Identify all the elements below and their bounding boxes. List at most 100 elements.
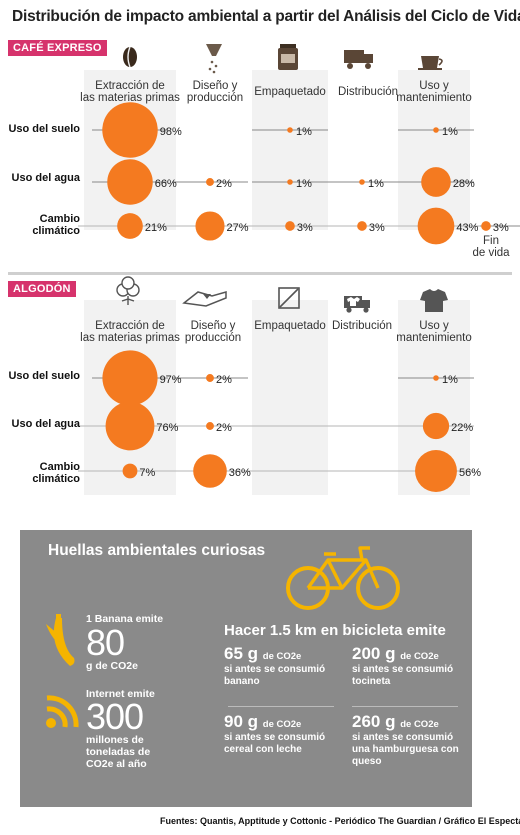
value-label: 28% xyxy=(453,178,475,190)
value-label: 22% xyxy=(451,422,473,434)
bubble-2-3 xyxy=(357,221,367,231)
package-box-icon xyxy=(278,287,300,309)
value-label: 3% xyxy=(369,222,385,234)
col-bg xyxy=(252,70,328,230)
value-label: 97% xyxy=(160,374,182,386)
page-title: Distribución de impacto ambiental a part… xyxy=(12,8,520,25)
value-label: 43% xyxy=(456,222,478,234)
value-label: 1% xyxy=(442,374,458,386)
bubble-2-0 xyxy=(117,213,143,239)
bubble-2-2 xyxy=(285,221,295,231)
value-label: 21% xyxy=(145,222,167,234)
bubble-1-0 xyxy=(105,401,155,451)
col-label-uso: Uso y mantenimiento xyxy=(396,320,472,344)
bubble-0-4 xyxy=(433,375,439,381)
value-label: 76% xyxy=(156,422,178,434)
section-tag-cafe: CAFÉ EXPRESO xyxy=(8,40,107,56)
truck-shirt-icon xyxy=(344,296,370,313)
col-label-distribucion: Distribución xyxy=(331,320,393,332)
internet-line-2: toneladas de xyxy=(86,746,151,758)
footprint-card-banano: 65 g de CO2e si antes se consumió banano xyxy=(224,644,326,687)
bubble-0-4 xyxy=(433,127,439,133)
card-divider xyxy=(352,706,458,707)
bubble-2-0 xyxy=(122,463,138,479)
col-label-empaquetado: Empaquetado xyxy=(254,320,326,332)
coffee-jar-icon xyxy=(278,44,298,70)
row-label-uso-del-suelo: Uso del suelo xyxy=(8,370,80,382)
coffee-cup-icon xyxy=(418,56,443,70)
bubble-2-1 xyxy=(195,211,225,241)
folded-shirt-icon xyxy=(182,291,227,307)
row-label-uso-del-agua: Uso del agua xyxy=(11,418,80,430)
internet-line-1: millones de xyxy=(86,734,144,746)
internet-number: 300 xyxy=(86,696,144,737)
bubble-1-4 xyxy=(421,167,451,197)
col-label-extraccion: Extracción de las materias primas xyxy=(80,320,180,344)
value-label: 1% xyxy=(442,126,458,138)
footprint-card-hamburguesa: 260 g de CO2e si antes se consumió una h… xyxy=(352,712,459,767)
row-label-uso-del-suelo: Uso del suelo xyxy=(8,123,80,135)
bubble-0-2 xyxy=(287,127,293,133)
bubble-2-4 xyxy=(417,207,455,245)
row-label-cambio-climatico: Cambio climático xyxy=(32,213,80,237)
col-label-diseno: Diseño y producción xyxy=(184,320,242,344)
delivery-truck-icon xyxy=(344,50,373,69)
bubble-1-1 xyxy=(206,178,214,186)
value-label: 7% xyxy=(139,467,155,479)
chart-algodon: 97% 2% 1% 76% 2% 22% 7% 36% 56% xyxy=(78,276,481,495)
value-label: 1% xyxy=(368,178,384,190)
curious-footprints-panel xyxy=(20,530,472,807)
section-tag-algodon: ALGODÓN xyxy=(8,281,76,297)
tshirt-icon xyxy=(420,289,448,312)
bubble-2-1 xyxy=(193,454,227,488)
value-label: 56% xyxy=(459,467,481,479)
bicycle-icon xyxy=(286,546,400,610)
value-label: 98% xyxy=(160,126,182,138)
row-label-uso-del-agua: Uso del agua xyxy=(11,172,80,184)
col-label-extraccion: Extracción de las materias primas xyxy=(80,80,180,104)
col-label-fin-de-vida: Fin de vida xyxy=(472,235,510,259)
col-label-distribucion: Distribución xyxy=(337,86,399,98)
banana-unit: g de CO2e xyxy=(86,660,138,672)
bubble-0-0 xyxy=(102,102,158,158)
col-label-uso: Uso y mantenimiento xyxy=(396,80,472,104)
col-label-diseno: Diseño y producción xyxy=(186,80,244,104)
value-label: 66% xyxy=(155,178,177,190)
banana-label: 1 Banana emite xyxy=(86,613,164,625)
bubble-1-4 xyxy=(422,412,450,440)
footprint-card-cereal: 90 g de CO2e si antes se consumió cereal… xyxy=(224,712,326,755)
value-label: 2% xyxy=(216,178,232,190)
bubble-0-1 xyxy=(206,374,214,382)
value-label: 3% xyxy=(493,222,509,234)
value-label: 3% xyxy=(297,222,313,234)
col-bg xyxy=(252,300,328,495)
sources-footer: Fuentes: Quantis, Apptitude y Cottonic -… xyxy=(160,816,520,826)
bubble-1-2 xyxy=(287,179,293,185)
col-label-empaquetado: Empaquetado xyxy=(254,86,326,98)
grinder-icon xyxy=(206,44,222,74)
bubble-2-5 xyxy=(481,221,491,231)
value-label: 1% xyxy=(296,178,312,190)
cotton-flower-icon xyxy=(116,276,140,305)
card-divider xyxy=(228,706,334,707)
bubble-1-1 xyxy=(206,422,214,430)
value-label: 2% xyxy=(216,422,232,434)
value-label: 2% xyxy=(216,374,232,386)
bubble-1-0 xyxy=(107,159,153,205)
bubble-0-0 xyxy=(102,350,158,406)
value-label: 36% xyxy=(229,467,251,479)
internet-label: Internet emite xyxy=(86,688,155,700)
bubble-1-3 xyxy=(359,179,365,185)
value-label: 27% xyxy=(227,222,249,234)
panel-title: Huellas ambientales curiosas xyxy=(48,542,266,559)
chart-cafe-expreso: 98% 1% 1% 66% 2% 1% 1% 28% 21% 27% 3% 3% 43% 3% xyxy=(78,44,520,245)
value-label: 1% xyxy=(296,126,312,138)
internet-line-3: CO2e al año xyxy=(86,758,147,770)
bike-heading: Hacer 1.5 km en bicicleta emite xyxy=(224,622,446,639)
bubble-2-4 xyxy=(415,450,457,492)
footprint-card-tocineta: 200 g de CO2e si antes se consumió tocin… xyxy=(352,644,454,687)
rss-icon xyxy=(46,695,79,728)
banana-icon xyxy=(46,614,75,666)
row-label-cambio-climatico: Cambio climático xyxy=(32,461,80,485)
section-divider xyxy=(8,272,512,275)
